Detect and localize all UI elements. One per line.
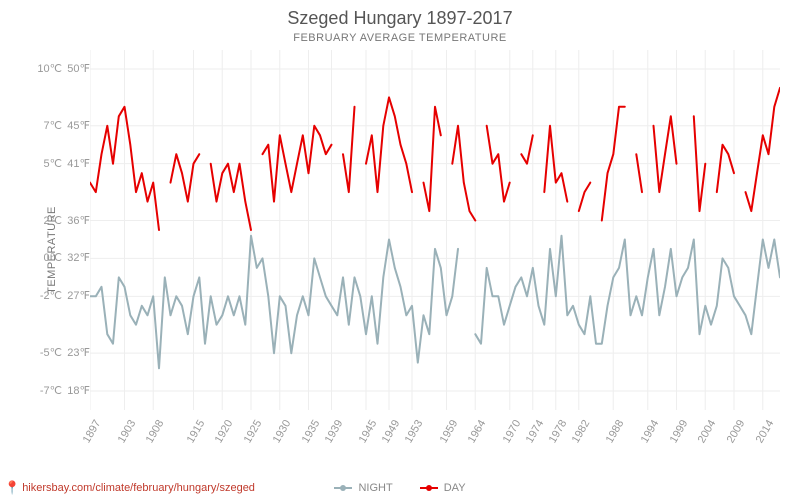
ytick-fahrenheit: 18℉	[64, 384, 90, 397]
ytick-celsius: 5℃	[32, 157, 62, 170]
ytick-fahrenheit: 41℉	[64, 157, 90, 170]
map-pin-icon: 📍	[4, 480, 20, 496]
xtick-year: 2004	[696, 418, 719, 445]
xtick-year: 1935	[299, 418, 322, 445]
legend-swatch-day	[420, 487, 438, 489]
ytick-fahrenheit: 32℉	[64, 251, 90, 264]
xtick-year: 1939	[322, 418, 345, 445]
attribution-text: hikersbay.com/climate/february/hungary/s…	[22, 482, 255, 494]
ytick-celsius: 7℃	[32, 119, 62, 132]
xtick-year: 1982	[570, 418, 593, 445]
ytick-fahrenheit: 36℉	[64, 214, 90, 227]
xtick-year: 1978	[547, 418, 570, 445]
xtick-year: 1999	[667, 418, 690, 445]
legend-marker-day	[426, 485, 432, 491]
chart-svg	[90, 50, 780, 410]
chart-title: Szeged Hungary 1897-2017	[0, 8, 800, 29]
xtick-year: 1974	[524, 418, 547, 445]
xtick-year: 1949	[380, 418, 403, 445]
xtick-year: 1988	[604, 418, 627, 445]
xtick-year: 1994	[639, 418, 662, 445]
xtick-year: 1953	[403, 418, 426, 445]
xtick-year: 1897	[81, 418, 104, 445]
ytick-celsius: -7℃	[32, 384, 62, 397]
chart-subtitle: FEBRUARY AVERAGE TEMPERATURE	[0, 32, 800, 44]
legend-label-night: NIGHT	[358, 482, 392, 494]
xtick-year: 1920	[213, 418, 236, 445]
xtick-year: 2014	[754, 418, 777, 445]
xtick-year: 1915	[184, 418, 207, 445]
legend-swatch-night	[334, 487, 352, 489]
ytick-celsius: -5℃	[32, 346, 62, 359]
legend-item-day: DAY	[420, 482, 466, 494]
attribution: 📍 hikersbay.com/climate/february/hungary…	[4, 480, 255, 496]
xtick-year: 1945	[357, 418, 380, 445]
xtick-year: 2009	[725, 418, 748, 445]
ytick-fahrenheit: 45℉	[64, 119, 90, 132]
legend-label-day: DAY	[444, 482, 466, 494]
ytick-fahrenheit: 50℉	[64, 62, 90, 75]
xtick-year: 1925	[242, 418, 265, 445]
xtick-year: 1930	[271, 418, 294, 445]
legend-item-night: NIGHT	[334, 482, 392, 494]
xtick-year: 1903	[115, 418, 138, 445]
ytick-celsius: 0℃	[32, 251, 62, 264]
ytick-celsius: 2℃	[32, 214, 62, 227]
legend-marker-night	[340, 485, 346, 491]
chart-plot-area	[90, 50, 780, 410]
xtick-year: 1908	[144, 418, 167, 445]
ytick-celsius: 10℃	[32, 62, 62, 75]
ytick-fahrenheit: 27℉	[64, 289, 90, 302]
ytick-fahrenheit: 23℉	[64, 346, 90, 359]
xtick-year: 1970	[501, 418, 524, 445]
ytick-celsius: -2℃	[32, 289, 62, 302]
xtick-year: 1964	[466, 418, 489, 445]
xtick-year: 1959	[437, 418, 460, 445]
